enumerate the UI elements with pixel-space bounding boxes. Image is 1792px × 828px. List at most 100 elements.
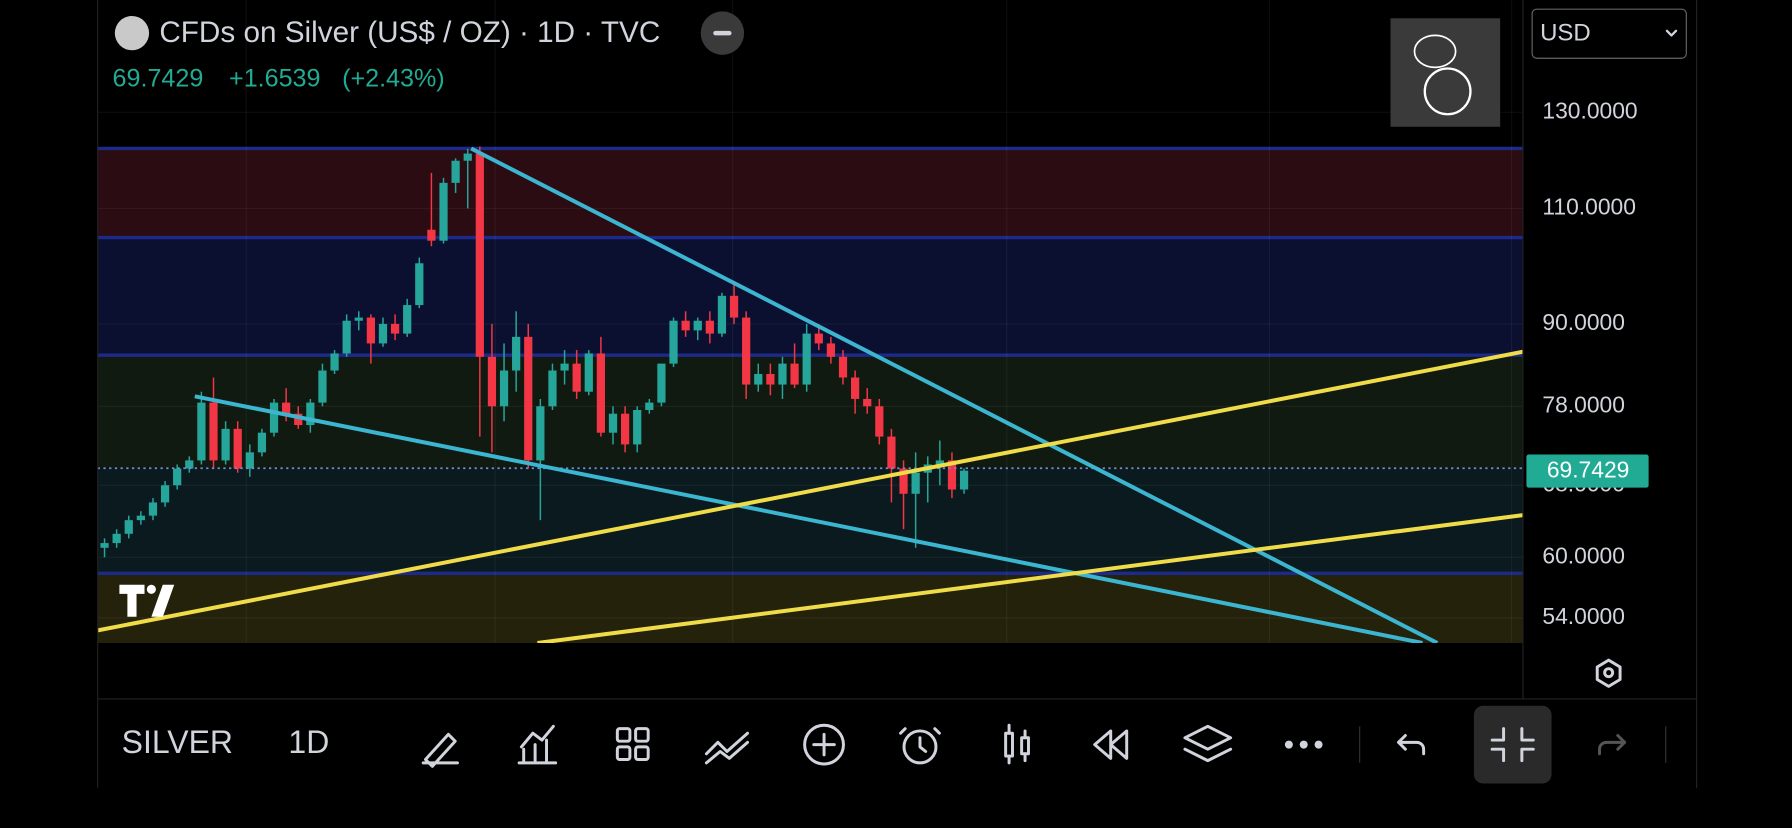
price-badge	[1526, 454, 1649, 488]
dropdown-arrow	[1665, 29, 1678, 37]
candle-body	[354, 317, 363, 321]
candle-body	[705, 320, 714, 334]
candle-body	[693, 320, 702, 331]
alert-tool[interactable]	[899, 727, 941, 765]
symbol-button[interactable]: SILVER	[122, 724, 233, 760]
y-tick-label: 130.0000	[1542, 97, 1637, 123]
candle-body	[245, 452, 254, 469]
compare-tool[interactable]	[704, 731, 750, 765]
y-tick-label: 90.0000	[1542, 309, 1625, 335]
currency-select[interactable]	[1531, 8, 1687, 59]
fullscreen-button[interactable]	[1473, 705, 1552, 784]
trend-lines	[97, 146, 1523, 643]
replay-tool[interactable]	[1093, 729, 1129, 760]
candle-body	[959, 470, 969, 490]
candle-body	[427, 229, 436, 241]
currency: USD	[1540, 20, 1591, 47]
candle-body	[366, 317, 375, 344]
candle-body	[148, 502, 158, 516]
candle-body	[451, 160, 460, 183]
candle-body	[524, 336, 533, 461]
candle-body	[439, 182, 448, 241]
bar-style-tool[interactable]	[1004, 723, 1030, 765]
candle-body	[136, 515, 145, 521]
candle-body	[838, 356, 848, 378]
add-tool[interactable]	[803, 723, 845, 766]
draw-tool[interactable]	[421, 732, 459, 768]
candle-body	[729, 295, 739, 318]
price-change-pct: (+2.43%)	[342, 65, 445, 93]
interval-button[interactable]: 1D	[288, 724, 329, 760]
candle-body	[790, 363, 799, 385]
candle-body	[947, 460, 957, 490]
settings-icon[interactable]	[1595, 658, 1622, 688]
layouts-tool[interactable]	[615, 727, 650, 761]
symbol-icon	[114, 15, 150, 51]
candle-body	[124, 520, 133, 534]
candle-body	[282, 402, 291, 414]
y-tick-label: 60.0000	[1542, 542, 1625, 568]
chart-title: CFDs on Silver (US$ / OZ) · 1D · TVC	[159, 16, 660, 49]
candle-body	[548, 370, 557, 407]
more-tool[interactable]	[1284, 740, 1323, 749]
tv-logo	[119, 584, 175, 617]
candle-body	[608, 413, 618, 433]
candle-body	[487, 356, 497, 407]
candle-body	[536, 406, 545, 461]
candle-body	[173, 468, 182, 486]
candle-body	[778, 363, 787, 385]
candle-body	[826, 343, 836, 357]
candle-body	[269, 402, 279, 433]
candle-body	[620, 413, 630, 445]
candle-body	[463, 153, 472, 161]
candle-body	[875, 406, 884, 437]
candle-body	[657, 363, 666, 403]
candle-body	[560, 363, 569, 371]
candle-body	[681, 320, 690, 331]
candle-body	[330, 353, 339, 371]
y-tick-label: 78.0000	[1542, 391, 1625, 417]
candle-body	[257, 432, 267, 453]
thumbnail[interactable]	[1390, 18, 1501, 127]
candle-body	[185, 460, 194, 469]
candle-body	[766, 374, 775, 385]
candle-body	[887, 436, 896, 469]
candle-body	[814, 333, 823, 344]
candle-body	[378, 323, 388, 344]
candle-body	[596, 353, 606, 433]
candle-body	[197, 402, 206, 461]
candle-body	[342, 320, 351, 354]
candle-body	[499, 370, 509, 407]
settings-icon	[1603, 667, 1615, 679]
redo-button[interactable]	[1598, 734, 1627, 756]
price-badge-label: 69.7429	[1547, 457, 1630, 483]
candle-body	[112, 533, 121, 544]
candle-body	[584, 353, 593, 392]
candle-body	[294, 413, 303, 426]
candle-body	[475, 153, 484, 357]
collapse-icon	[713, 30, 732, 36]
undo-button[interactable]	[1397, 734, 1426, 756]
fullscreen-icon	[1490, 727, 1535, 763]
thumbnail-art	[1423, 67, 1472, 116]
candle-body	[645, 402, 654, 410]
indicators-tool[interactable]	[517, 724, 558, 765]
candle-body	[669, 320, 678, 364]
y-tick-label: 54.0000	[1542, 603, 1625, 629]
candle-body	[415, 263, 424, 306]
price-change: +1.6539	[229, 65, 320, 93]
last-price: 69.7429	[113, 65, 204, 93]
candle-body	[717, 295, 727, 334]
candle-body	[935, 460, 944, 465]
zone	[97, 148, 1523, 238]
candle-body	[318, 370, 327, 403]
thumbnail-art	[1413, 34, 1457, 69]
candle-body	[233, 428, 242, 469]
candle-body	[209, 402, 218, 461]
candle-body	[403, 305, 412, 334]
candle-body	[851, 377, 860, 399]
y-axis: 54.000060.000068.000078.000090.0000110.0…	[1542, 97, 1637, 629]
layers-tool[interactable]	[1183, 724, 1233, 763]
candle-body	[572, 363, 581, 392]
